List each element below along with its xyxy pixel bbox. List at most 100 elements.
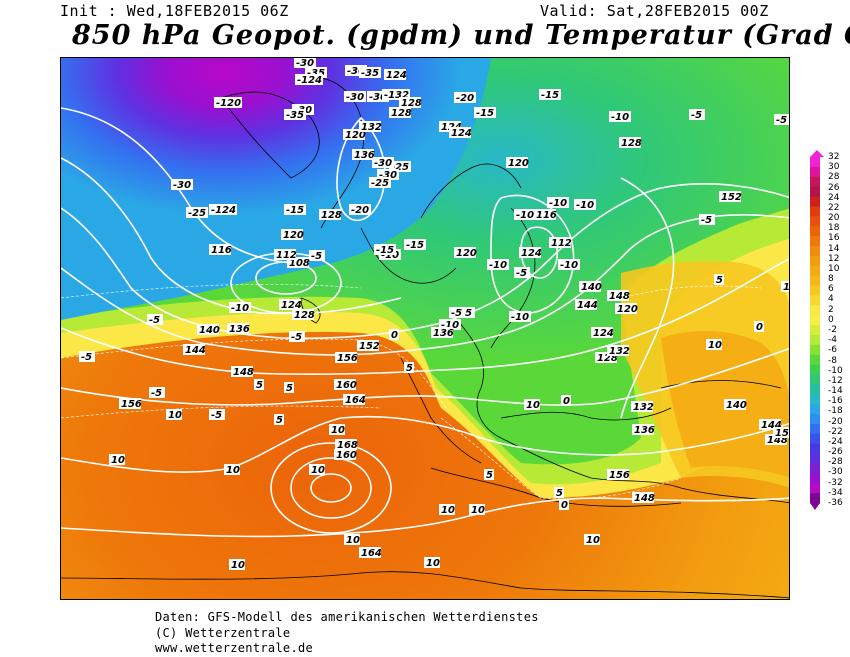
temperature-label-bg [284, 109, 306, 120]
temperature-label: 0 [563, 396, 570, 407]
temperature-label-bg [374, 244, 396, 255]
geopotential-label-bg [274, 249, 296, 260]
temperature-label-bg [559, 499, 569, 510]
temperature-label-bg [454, 92, 476, 103]
temperature-label: -5 [81, 352, 92, 363]
geopotential-label: 144 [577, 300, 598, 311]
geopotential-label: 128 [401, 98, 422, 109]
temperature-label-bg [509, 311, 531, 322]
temperature-label-bg [369, 177, 391, 188]
temperature-label: 10 [526, 400, 540, 411]
legend-tick-label: 16 [828, 233, 840, 244]
temperature-label: -25 [391, 162, 409, 173]
temperature-label: -132 [384, 90, 409, 101]
temperature-label-bg [214, 97, 242, 108]
temperature-label-bg [209, 409, 225, 420]
geopotential-label-bg [595, 352, 617, 363]
geopotential-label-bg [534, 209, 556, 220]
legend-swatch [810, 216, 820, 227]
temperature-label: 5 [286, 383, 293, 394]
geopotential-label: 136 [354, 150, 375, 161]
legend-swatch [810, 334, 820, 346]
geopotential-label: 144 [761, 420, 782, 431]
temperature-label-bg [147, 314, 163, 325]
geopotential-label-bg [591, 327, 613, 338]
chart-title: 850 hPa Geopot. (gpdm) und Temperatur (G… [72, 20, 850, 51]
geopotential-label: 124 [593, 328, 614, 339]
map-canvas: -30-35-124-30-35-120-30-35-30-30-132-20-… [61, 58, 789, 599]
legend-tick-label: 20 [828, 213, 840, 224]
temperature-label: 10 [471, 505, 485, 516]
geopotential-label: 144 [185, 345, 206, 356]
temperature-label: 10 [111, 455, 125, 466]
legend-swatch [810, 245, 820, 257]
temperature-label: -10 [381, 250, 399, 261]
footer-website[interactable]: www.wetterzentrale.de [155, 641, 314, 655]
temperature-label: 10 [226, 465, 240, 476]
temperature-label-bg [224, 464, 240, 475]
geopotential-label: 148 [634, 493, 655, 504]
temperature-label-bg [329, 424, 345, 435]
geopotential-label: 112 [551, 238, 572, 249]
temperature-label: -5 [211, 410, 222, 421]
temperature-label: -30 [379, 170, 397, 181]
temperature-label-bg [284, 382, 294, 393]
temperature-label: -5 [311, 251, 322, 262]
legend-swatch [810, 394, 820, 405]
temperature-label-bg [524, 399, 540, 410]
geopotential-label: 124 [451, 128, 472, 139]
temperature-label: -124 [297, 75, 322, 86]
legend-tick-label: -34 [828, 487, 843, 498]
geopotential-label-bg [724, 399, 746, 410]
legend-swatch [810, 453, 820, 464]
legend-tick-label: -22 [828, 426, 843, 437]
temperature-label: -5 [461, 308, 472, 319]
temperature-label-bg [372, 157, 394, 168]
geopotential-label-bg [632, 492, 654, 503]
legend-tick-label: -32 [828, 477, 843, 488]
temperature-label: 10 [311, 465, 325, 476]
temperature-label: -5 [151, 388, 162, 399]
legend-tick-label: -4 [828, 335, 837, 346]
temperature-label-bg [309, 250, 325, 261]
geopotential-label-bg [607, 345, 629, 356]
temperature-label-bg [404, 362, 414, 373]
geopotential-label: 148 [767, 435, 788, 446]
legend-swatch [810, 404, 820, 415]
geopotential-label-bg [506, 157, 528, 168]
temperature-label-bg [171, 179, 193, 190]
temperature-label: 10 [346, 535, 360, 546]
geopotential-label: 140 [726, 400, 747, 411]
temperature-label: 10 [441, 505, 455, 516]
init-time: Init : Wed,18FEB2015 06Z [60, 2, 289, 20]
geopotential-label-bg [431, 327, 453, 338]
geopotential-label-bg [335, 352, 357, 363]
legend-swatch [810, 423, 820, 435]
temperature-label-bg [344, 91, 366, 102]
legend-swatch [810, 374, 820, 385]
geopotential-label: 160 [336, 380, 357, 391]
geopotential-label-bg [389, 107, 411, 118]
legend-tick-label: -2 [828, 325, 837, 335]
geopotential-label: 136 [433, 328, 454, 339]
legend-tick-label: -10 [828, 365, 843, 376]
temperature-label-bg [377, 169, 399, 180]
geopotential-label-bg [357, 340, 379, 351]
geopotential-label: 124 [521, 248, 542, 259]
geopotential-label: 160 [336, 450, 357, 461]
legend-tick-label: -28 [828, 457, 843, 468]
temperature-label-bg [309, 464, 325, 475]
legend-tick-label: 26 [828, 182, 840, 193]
temperature-label-bg [274, 414, 284, 425]
temperature-label: 0 [561, 500, 568, 511]
temperature-label-bg [349, 204, 371, 215]
legend-tick-label: -8 [828, 355, 837, 366]
temperature-label: -30 [347, 66, 365, 77]
geopotential-label: 120 [345, 130, 366, 141]
geopotential-label-bg [231, 366, 253, 377]
temperature-label: 0 [391, 330, 398, 341]
legend-swatch [810, 443, 820, 455]
legend-swatch [810, 166, 820, 178]
temperature-label: -25 [371, 178, 389, 189]
geopotential-label: 140 [581, 282, 602, 293]
